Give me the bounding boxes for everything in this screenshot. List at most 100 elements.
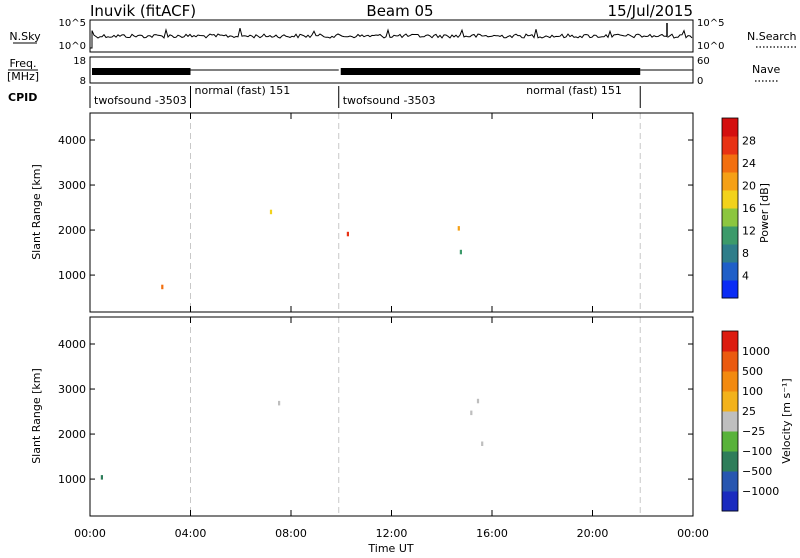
velocity-cb-tick-0: 1000 xyxy=(742,345,770,358)
power-cb-tick-2: 12 xyxy=(742,225,756,238)
power-scatter-cell xyxy=(346,231,349,237)
freq-right-tick-bottom: 0 xyxy=(697,76,703,87)
freq-left-tick-bottom: 8 xyxy=(80,76,86,87)
power-cb-swatch-2 xyxy=(722,244,738,263)
power-scatter xyxy=(161,113,641,312)
power-cb-tick-0: 4 xyxy=(742,270,749,283)
power-scatter-cell xyxy=(459,249,462,255)
velocity-colorbar-label: Velocity [m s⁻¹] xyxy=(780,378,793,463)
cpid-segment-label-3: normal (fast) 151 xyxy=(526,84,622,97)
velocity-yaxis-label-2: 3000 xyxy=(58,383,86,396)
velocity-x-axis: 00:00 04:00 08:00 12:00 16:00 20:00 00:00 xyxy=(74,113,709,540)
noise-right-label: N.Search xyxy=(747,30,797,43)
velocity-cb-swatch-2 xyxy=(722,451,738,472)
velocity-cb-swatch-3 xyxy=(722,431,738,452)
noise-left-tick-top: 10^5 xyxy=(59,18,86,29)
noise-panel: N.Sky 10^5 10^0 10^5 10^0 N.Search xyxy=(9,18,797,53)
freq-left-label-1: Freq. xyxy=(9,57,36,70)
power-yaxis-label-0: 1000 xyxy=(58,269,86,282)
power-cb-swatch-5 xyxy=(722,190,738,209)
power-cb-tick-4: 20 xyxy=(742,180,756,193)
power-cb-swatch-7 xyxy=(722,154,738,173)
power-cb-tick-6: 28 xyxy=(742,135,756,148)
power-cb-swatch-3 xyxy=(722,226,738,245)
velocity-scatter-cell xyxy=(476,398,480,404)
x-tick-label-2: 08:00 xyxy=(275,527,307,540)
noise-trace xyxy=(90,23,693,49)
cpid-segment-label-1: normal (fast) 151 xyxy=(195,84,291,97)
power-panel: 1000 2000 3000 4000 Slant Range [km] 4 8 12 16… xyxy=(30,112,771,313)
velocity-cb-tick-2: 100 xyxy=(742,385,763,398)
x-tick-label-6: 00:00 xyxy=(677,527,709,540)
freq-block-0 xyxy=(92,68,191,75)
velocity-frame xyxy=(89,316,694,517)
x-tick-label-0: 00:00 xyxy=(74,527,106,540)
power-cb-tick-3: 16 xyxy=(742,202,756,215)
velocity-scatter xyxy=(100,317,641,516)
station-title: Inuvik (fitACF) xyxy=(90,2,196,20)
x-tick-label-1: 04:00 xyxy=(175,527,207,540)
velocity-cb-swatch-5 xyxy=(722,391,738,412)
velocity-scatter-cell xyxy=(100,475,103,480)
power-cb-tick-5: 24 xyxy=(742,157,756,170)
power-cb-swatch-1 xyxy=(722,262,738,281)
power-cb-frame xyxy=(721,117,739,299)
velocity-yaxis-label-0: 1000 xyxy=(58,473,86,486)
power-scatter-cell xyxy=(457,226,460,231)
beam-title: Beam 05 xyxy=(366,2,433,20)
cpid-label: CPID xyxy=(8,91,37,104)
power-cb-tick-1: 8 xyxy=(742,247,749,260)
noise-sky-line xyxy=(90,27,693,49)
power-cb-swatch-9 xyxy=(722,118,738,137)
power-yaxis-label-1: 2000 xyxy=(58,224,86,237)
velocity-cb-tick-7: −1000 xyxy=(742,485,779,498)
power-scatter-cell xyxy=(161,284,164,290)
velocity-cb-swatch-8 xyxy=(722,331,738,352)
x-tick-label-5: 20:00 xyxy=(577,527,609,540)
cpid-segment-label-2: twofsound -3503 xyxy=(343,94,436,107)
velocity-panel: 1000 2000 3000 4000 00:00 04:00 08:00 12:00 16:… xyxy=(30,113,793,555)
power-cb-swatch-0 xyxy=(722,280,738,299)
velocity-cb-tick-3: 25 xyxy=(742,405,756,418)
velocity-cb-frame xyxy=(721,330,739,512)
power-colorbar-label: Power [dB] xyxy=(758,183,771,243)
freq-right-label: Nave xyxy=(752,63,780,76)
cpid-segment-label-0: twofsound -3503 xyxy=(94,94,187,107)
freq-trace xyxy=(92,68,693,75)
power-scatter-cell xyxy=(269,209,273,215)
velocity-y-axis: 1000 2000 3000 4000 xyxy=(58,338,693,486)
velocity-cb-tick-6: −500 xyxy=(742,465,772,478)
velocity-cb-tick-1: 500 xyxy=(742,365,763,378)
x-tick-label-3: 12:00 xyxy=(376,527,408,540)
power-frame xyxy=(89,112,694,313)
freq-left-label-2: [MHz] xyxy=(7,70,39,83)
velocity-scatter-cell xyxy=(278,400,281,406)
noise-left-label: N.Sky xyxy=(9,30,41,43)
velocity-cb-swatch-4 xyxy=(722,411,738,432)
noise-left-tick-bottom: 10^0 xyxy=(59,41,86,52)
velocity-scatter-cell xyxy=(470,410,473,416)
velocity-scatter-cell xyxy=(481,441,484,446)
noise-frame xyxy=(89,19,694,53)
velocity-cb-tick-4: −25 xyxy=(742,425,765,438)
velocity-yaxis-label-1: 2000 xyxy=(58,428,86,441)
velocity-cb-swatch-7 xyxy=(722,351,738,372)
velocity-cb-swatch-0 xyxy=(722,491,738,512)
date-title: 15/Jul/2015 xyxy=(608,2,693,20)
power-cb-swatch-8 xyxy=(722,136,738,155)
freq-panel: Freq. [MHz] 18 8 60 0 Nave xyxy=(7,56,781,87)
velocity-yaxis-label-3: 4000 xyxy=(58,338,86,351)
cpid-segments: twofsound -3503 normal (fast) 151 twofsoun… xyxy=(89,84,641,108)
noise-right-tick-top: 10^5 xyxy=(697,18,724,29)
power-ylabel: Slant Range [km] xyxy=(30,164,43,260)
freq-left-tick-top: 18 xyxy=(73,56,86,67)
velocity-cb-swatch-6 xyxy=(722,371,738,392)
power-yaxis-label-3: 4000 xyxy=(58,134,86,147)
freq-block-1 xyxy=(340,68,641,75)
power-cb-swatch-4 xyxy=(722,208,738,227)
power-yaxis-label-2: 3000 xyxy=(58,179,86,192)
freq-right-tick-top: 60 xyxy=(697,56,710,67)
power-colorbar: 4 8 12 16 20 24 28 xyxy=(721,117,756,299)
